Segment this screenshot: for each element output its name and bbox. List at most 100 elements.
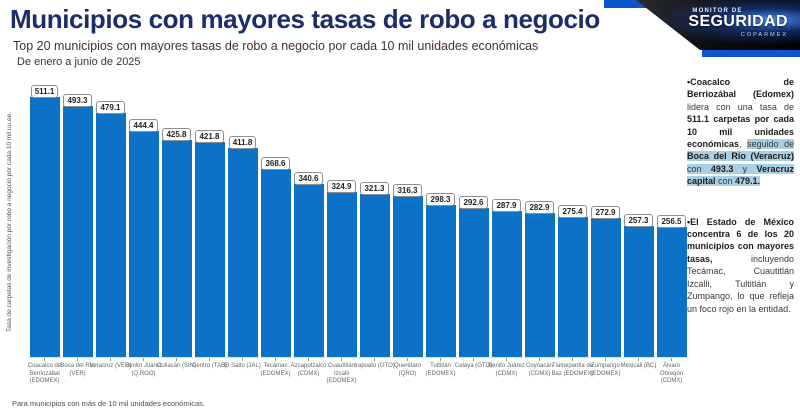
blue-accent-strip-bottom bbox=[702, 50, 800, 57]
logo-line-coparmex: COPARMEX bbox=[740, 31, 788, 38]
bar-value-label: 368.6 bbox=[261, 157, 290, 170]
category-label: Celaya (GTO) bbox=[454, 363, 493, 369]
insight-text-segment: con bbox=[687, 163, 711, 174]
monitor-seguridad-logo: MONITOR DE SEGURIDAD COPARMEX bbox=[636, 0, 800, 50]
category-cell: Benito Juárez (CDMX) bbox=[488, 358, 525, 386]
bar-column: 292.6 bbox=[457, 196, 490, 357]
insights-panel: •Coacalco de Berriozábal (Edomex) lidera… bbox=[687, 76, 794, 343]
category-label: Benito Juárez (Q.ROO) bbox=[125, 363, 162, 377]
footnote: Para municipios con más de 10 mil unidad… bbox=[12, 399, 206, 408]
bar-column: 321.3 bbox=[358, 182, 391, 357]
y-axis-label: Tasa de carpetas de investigación por ro… bbox=[6, 111, 13, 333]
bar-value-label: 324.9 bbox=[327, 180, 356, 193]
category-cell: Coyoacán (CDMX) bbox=[523, 358, 556, 386]
category-cell: Celaya (GTO) bbox=[455, 358, 492, 386]
bar-column: 444.4 bbox=[127, 119, 160, 357]
category-label: Coacalco de Berriozábal (EDOMEX) bbox=[27, 363, 62, 384]
category-label: Benito Juárez (CDMX) bbox=[488, 363, 525, 377]
category-label: Cuautitlán Izcalli (EDOMEX) bbox=[326, 363, 357, 384]
category-label: Tlalnepantla de Baz (EDOMEX) bbox=[551, 363, 594, 377]
category-cell: Veracruz (VER) bbox=[90, 358, 131, 386]
category-label: Azcapotzalco (CDMX) bbox=[290, 363, 327, 377]
axis-tick bbox=[176, 358, 177, 361]
bar bbox=[458, 208, 489, 357]
logo-text: MONITOR DE SEGURIDAD COPARMEX bbox=[688, 8, 788, 38]
axis-tick bbox=[407, 358, 408, 361]
insight-text-segment: incluyendo Tecámac, Cuautitlán Izcalli, … bbox=[687, 253, 794, 314]
bar-column: 275.4 bbox=[556, 205, 589, 357]
bar-value-label: 257.3 bbox=[624, 214, 653, 227]
bar bbox=[590, 218, 621, 357]
bar bbox=[227, 148, 258, 357]
bar-value-label: 493.3 bbox=[63, 94, 92, 107]
bar bbox=[29, 97, 60, 357]
axis-tick bbox=[374, 358, 375, 361]
category-label: El Salto (JAL) bbox=[224, 363, 261, 369]
bar-value-label: 316.3 bbox=[393, 184, 422, 197]
bar-value-label: 256.5 bbox=[657, 215, 686, 228]
bar-column: 411.8 bbox=[226, 136, 259, 357]
bar bbox=[425, 205, 456, 357]
bar-value-label: 411.8 bbox=[228, 136, 257, 149]
bar bbox=[557, 217, 588, 357]
x-axis-labels: Coacalco de Berriozábal (EDOMEX) Boca del… bbox=[28, 358, 688, 386]
category-cell: Tlalnepantla de Baz (EDOMEX) bbox=[552, 358, 594, 386]
bar-column: 256.5 bbox=[655, 215, 688, 357]
category-cell: Benito Juárez (Q.ROO) bbox=[125, 358, 162, 386]
bar bbox=[326, 192, 357, 357]
category-cell: El Salto (JAL) bbox=[224, 358, 261, 386]
bar-column: 425.8 bbox=[160, 128, 193, 357]
bar bbox=[392, 196, 423, 357]
bar-value-label: 444.4 bbox=[129, 119, 158, 132]
header: Municipios con mayores tasas de robo a n… bbox=[10, 4, 660, 68]
axis-tick bbox=[143, 358, 144, 361]
bar-value-label: 272.9 bbox=[591, 206, 620, 219]
bar bbox=[656, 227, 687, 357]
bar-value-label: 421.8 bbox=[195, 130, 224, 143]
bar-column: 511.1 bbox=[28, 85, 61, 357]
category-cell: Tultitlán (EDOMEX) bbox=[424, 358, 457, 386]
bar-value-label: 287.9 bbox=[492, 199, 521, 212]
insight-bullet-2: •El Estado de México concentra 6 de los … bbox=[687, 216, 794, 315]
bar bbox=[623, 226, 654, 357]
axis-tick bbox=[275, 358, 276, 361]
insight-text-segment: , bbox=[739, 139, 747, 150]
bar-column: 316.3 bbox=[391, 184, 424, 357]
bar-value-label: 511.1 bbox=[30, 85, 59, 98]
axis-tick bbox=[440, 358, 441, 361]
bar-value-label: 275.4 bbox=[558, 205, 587, 218]
axis-tick bbox=[44, 358, 45, 361]
bar-column: 257.3 bbox=[622, 214, 655, 357]
category-cell: Cuautitlán Izcalli (EDOMEX) bbox=[325, 358, 358, 386]
category-label: Mexicali (BC) bbox=[620, 363, 657, 369]
insight-text-segment: y bbox=[733, 163, 757, 174]
insight-text-segment: con bbox=[715, 176, 736, 187]
axis-tick bbox=[77, 358, 78, 361]
insight-text-segment: lidera con una tasa de bbox=[687, 101, 794, 112]
logo-line-seguridad: SEGURIDAD bbox=[688, 13, 788, 30]
category-label: Querétaro (QRO) bbox=[393, 363, 421, 377]
bar-value-label: 298.3 bbox=[426, 193, 455, 206]
category-cell: Centro (TAB) bbox=[192, 358, 227, 386]
bar-value-label: 292.6 bbox=[459, 196, 488, 209]
axis-tick bbox=[572, 358, 573, 361]
insight-text-segment: 479.1. bbox=[735, 176, 761, 187]
category-cell: Zumpango (EDOMEX) bbox=[589, 358, 622, 386]
category-label: Boca del Río (VER) bbox=[60, 363, 95, 377]
bar bbox=[128, 131, 159, 357]
bar bbox=[194, 142, 225, 357]
category-cell: Coacalco de Berriozábal (EDOMEX) bbox=[28, 358, 61, 386]
bar bbox=[524, 213, 555, 357]
insight-bullet-1: •Coacalco de Berriozábal (Edomex) lidera… bbox=[687, 76, 794, 188]
bar bbox=[95, 113, 126, 357]
bar bbox=[293, 184, 324, 357]
axis-tick bbox=[209, 358, 210, 361]
category-label: Centro (TAB) bbox=[192, 363, 227, 369]
category-label: Coyoacán (CDMX) bbox=[525, 363, 554, 377]
bar bbox=[359, 194, 390, 357]
bar-column: 421.8 bbox=[193, 130, 226, 357]
category-label: Veracruz (VER) bbox=[89, 363, 132, 369]
category-cell: Mexicali (BC) bbox=[621, 358, 656, 386]
bar-value-label: 282.9 bbox=[525, 201, 554, 214]
axis-tick bbox=[308, 358, 309, 361]
